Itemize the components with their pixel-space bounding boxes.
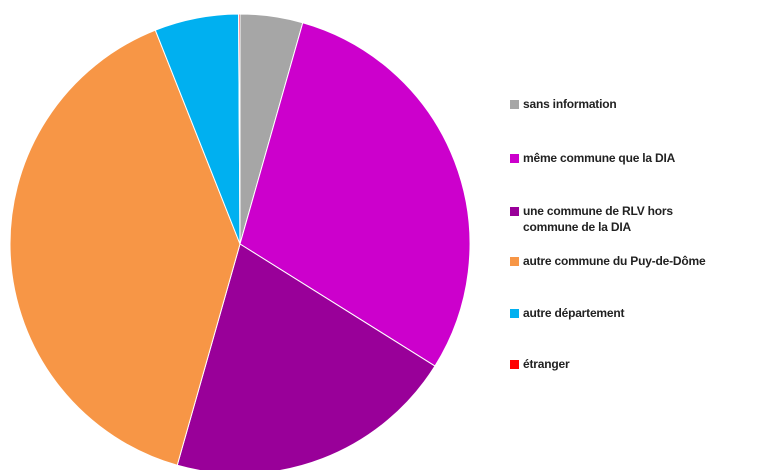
legend-swatch	[510, 360, 519, 369]
legend-label: sans information	[523, 97, 617, 111]
legend-label: autre département	[523, 306, 625, 320]
pie-slice	[238, 13, 241, 245]
legend-item: sans information	[510, 96, 728, 112]
legend-item: autre département	[510, 305, 728, 321]
legend-label: étranger	[523, 357, 570, 371]
legend-swatch	[510, 207, 519, 216]
legend-swatch	[510, 257, 519, 266]
legend-label: une commune de RLV hors commune de la DI…	[523, 204, 673, 234]
pie-slice	[9, 29, 241, 466]
legend-item: même commune que la DIA	[510, 150, 728, 166]
legend-swatch	[510, 154, 519, 163]
legend-label: autre commune du Puy-de-Dôme	[523, 254, 706, 268]
legend-label: même commune que la DIA	[523, 151, 676, 165]
legend-item: étranger	[510, 356, 728, 372]
legend-swatch	[510, 309, 519, 318]
pie-slice	[176, 243, 436, 470]
legend-swatch	[510, 100, 519, 109]
legend-item: autre commune du Puy-de-Dôme	[510, 253, 728, 269]
legend-item: une commune de RLV hors commune de la DI…	[510, 203, 728, 235]
pie-slice	[239, 22, 471, 367]
